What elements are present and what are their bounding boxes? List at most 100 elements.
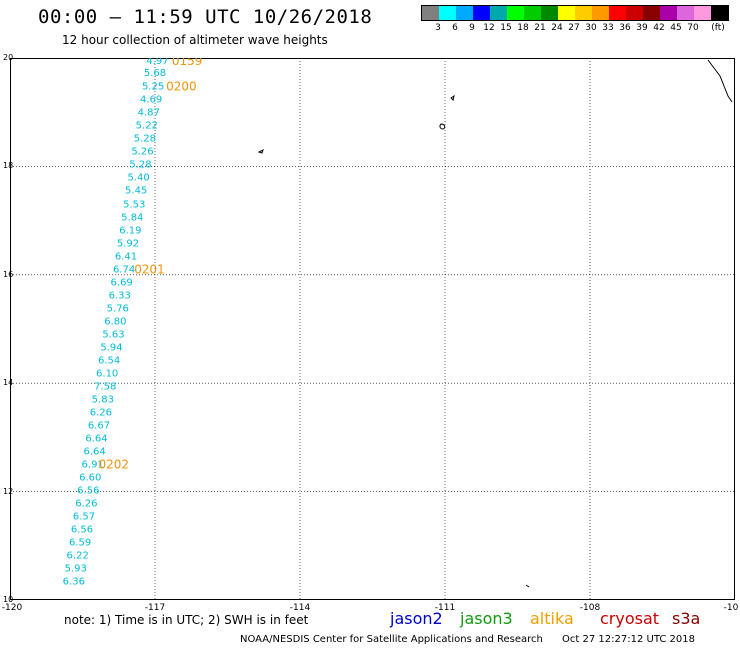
wave-height-value: 6.60 — [79, 472, 101, 483]
wave-height-value: 6.33 — [109, 290, 131, 301]
wave-height-labels: 4.975.68 5.25 4.69 4.87 5.22 5.28 5.26 5.28 5.40… — [63, 58, 169, 587]
legend-swatch — [711, 6, 728, 20]
pass-time-label: 0201 — [134, 262, 165, 276]
legend-label: 12 — [483, 23, 495, 33]
wave-height-value: 6.56 — [77, 485, 99, 496]
map-plot: 4.97 5.68 5.25 4.69 4.87 5.22 5.28 5.26 5.28 5.40… — [10, 58, 735, 600]
wave-height-value: 5.28 — [129, 160, 151, 171]
wave-height-value: 6.80 — [104, 316, 126, 327]
wave-height-value: 6.69 — [111, 277, 133, 288]
wave-height-value: 5.45 — [125, 186, 147, 197]
legend-labels: 3 6 9 12 15 18 21 24 27 30 33 36 39 42 45 70 (ft) — [421, 23, 729, 35]
legend-swatch — [609, 6, 626, 20]
latitude-tick-label: 16 — [3, 269, 14, 279]
legend-swatch — [422, 6, 439, 20]
wave-height-value: 5.26 — [131, 147, 153, 158]
legend-label: 18 — [517, 23, 529, 33]
wave-height-value: 6.10 — [96, 368, 118, 379]
wave-height-value: 5.92 — [117, 238, 139, 249]
legend-label: 39 — [636, 23, 648, 33]
legend-swatch — [643, 6, 660, 20]
latitude-tick-label: 12 — [3, 486, 14, 496]
wave-height-value: 4.97 — [146, 58, 168, 67]
latitude-tick-label: 14 — [3, 378, 14, 388]
satellite-jason2: jason2 — [390, 609, 443, 628]
wave-height-value: 5.93 — [65, 563, 87, 574]
page-title: 00:00 – 11:59 UTC 10/26/2018 — [38, 6, 373, 28]
wave-height-value: 5.40 — [127, 173, 149, 184]
latitude-tick-label: 20 — [3, 53, 14, 62]
legend-color-bar — [421, 5, 729, 21]
legend-swatch — [456, 6, 473, 20]
legend-label: 45 — [670, 23, 682, 33]
wave-height-value: 6.64 — [85, 433, 107, 444]
legend-swatch — [524, 6, 541, 20]
wave-height-value: 6.67 — [88, 420, 110, 431]
wave-height-value: 5.76 — [107, 303, 129, 314]
legend-label: 15 — [500, 23, 512, 33]
legend-label: 36 — [619, 23, 631, 33]
legend-label: 24 — [551, 23, 563, 33]
legend-swatch — [626, 6, 643, 20]
legend-label: 21 — [534, 23, 546, 33]
wave-height-value: 5.28 — [134, 134, 156, 145]
legend-swatch — [473, 6, 490, 20]
footer-org: NOAA/NESDIS Center for Satellite Applica… — [240, 634, 543, 645]
legend-swatch — [541, 6, 558, 20]
legend-label: 70 — [687, 23, 699, 33]
satellite-jason3: jason3 — [460, 609, 513, 628]
legend-label: 42 — [653, 23, 665, 33]
longitude-tick-label: -120 — [1, 603, 23, 613]
legend-label: 27 — [568, 23, 580, 33]
longitude-tick-label: -114 — [289, 603, 311, 613]
wave-height-value: 6.64 — [83, 446, 105, 457]
wave-height-value: 6.59 — [69, 537, 91, 548]
legend-label: 6 — [452, 23, 458, 33]
wave-height-value: 4.87 — [138, 108, 160, 119]
wave-height-value: 6.36 — [63, 576, 85, 587]
wave-height-value: 6.26 — [75, 498, 97, 509]
wave-height-value: 4.69 — [140, 95, 162, 106]
island-small-1 — [450, 94, 455, 101]
pass-time-labels: 0159 0200 0201 0202 — [98, 58, 202, 471]
legend-swatch — [439, 6, 456, 20]
wave-height-value: 6.41 — [115, 251, 137, 262]
wave-height-value: 5.83 — [92, 394, 114, 405]
longitude-tick-label: -117 — [144, 603, 166, 613]
wave-height-value: 5.53 — [123, 199, 145, 210]
latitude-tick-label: 10 — [3, 595, 14, 604]
satellite-cryosat: cryosat — [600, 609, 660, 628]
map-canvas: 4.975.68 5.25 4.69 4.87 5.22 5.28 5.26 5.28 5.40… — [10, 58, 735, 600]
map-grid — [10, 58, 735, 600]
wave-height-value: 5.68 — [144, 68, 166, 79]
note-text: note: 1) Time is in UTC; 2) SWH is in fe… — [64, 613, 309, 627]
coastline — [257, 59, 733, 588]
legend-swatch — [507, 6, 524, 20]
island-small-2 — [257, 149, 264, 154]
wave-height-value: 6.56 — [71, 524, 93, 535]
page-subtitle: 12 hour collection of altimeter wave hei… — [62, 33, 328, 47]
legend-swatch — [575, 6, 592, 20]
wave-height-value: 6.26 — [90, 407, 112, 418]
legend-label: 33 — [602, 23, 614, 33]
legend-label: 9 — [469, 23, 475, 33]
wave-height-value: 6.54 — [98, 355, 120, 366]
pass-time-label: 0159 — [172, 58, 203, 68]
wave-height-value: 5.94 — [100, 342, 122, 353]
latitude-tick-label: 18 — [3, 161, 14, 171]
wave-height-value: 7.58 — [94, 381, 116, 392]
island-socorro — [439, 123, 446, 130]
wave-height-value: 5.22 — [136, 121, 158, 132]
legend-swatch — [677, 6, 694, 20]
pass-time-label: 0200 — [166, 80, 197, 94]
legend-label: 30 — [585, 23, 597, 33]
map-frame — [10, 58, 735, 600]
wave-height-value: 5.25 — [142, 82, 164, 93]
legend-swatch — [558, 6, 575, 20]
legend-swatch — [660, 6, 677, 20]
longitude-tick-label: -111 — [434, 603, 456, 613]
wave-height-value: 6.22 — [67, 550, 89, 561]
wave-height-value: 5.63 — [102, 329, 124, 340]
island-small-3 — [525, 584, 530, 588]
legend-swatch — [694, 6, 711, 20]
